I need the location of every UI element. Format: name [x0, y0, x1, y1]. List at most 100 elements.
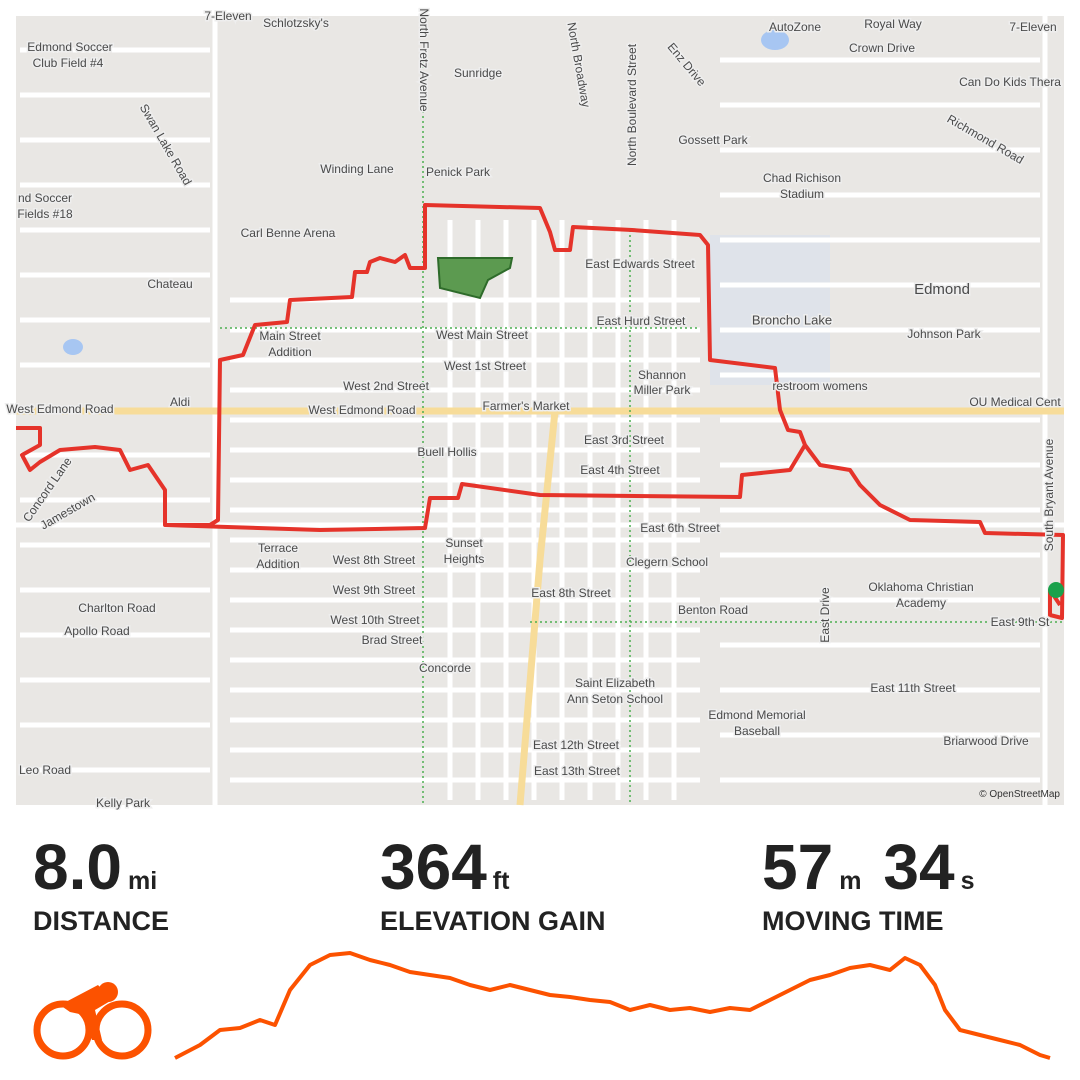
map-label: Buell Hollis	[417, 445, 476, 459]
map-label: East Drive	[818, 587, 832, 643]
map-label: Leo Road	[19, 763, 71, 777]
map-label: Aldi	[170, 395, 190, 409]
stat-unit: m	[839, 867, 862, 895]
map-label: Clegern School	[626, 555, 708, 569]
map-label: Can Do Kids Thera	[959, 75, 1061, 89]
map-label: Chad Richison	[763, 171, 841, 185]
map-label: Apollo Road	[64, 624, 129, 638]
route	[16, 203, 1065, 620]
map-label: Edmond Soccer	[27, 40, 112, 54]
map-label: Broncho Lake	[752, 312, 832, 327]
stat-number: 8.0	[33, 831, 122, 903]
map-label: Miller Park	[634, 383, 692, 397]
map-label: East Edwards Street	[585, 257, 695, 271]
streets	[16, 16, 1064, 805]
stat-label: DISTANCE	[33, 906, 170, 936]
stat-unit: ft	[492, 867, 510, 895]
map-label: East 8th Street	[531, 586, 611, 600]
map-label: Concorde	[419, 661, 471, 675]
map-label: West 10th Street	[330, 613, 420, 627]
map-label: AutoZone	[769, 20, 821, 34]
map-label: Carl Benne Arena	[241, 226, 336, 240]
map-label: West 1st Street	[444, 359, 526, 373]
map-label: Fields #18	[17, 207, 73, 221]
map-label: Royal Way	[864, 17, 922, 31]
map-label: Sunridge	[454, 66, 502, 80]
map-label: West 9th Street	[333, 583, 416, 597]
map-label: Chateau	[147, 277, 192, 291]
map-label: Addition	[268, 345, 311, 359]
trails	[220, 16, 1064, 805]
lake	[63, 339, 83, 355]
stat-number: 34	[883, 831, 955, 903]
stat-unit: s	[960, 867, 975, 895]
map-label: Briarwood Drive	[943, 734, 1029, 748]
map-label: Crown Drive	[849, 41, 915, 55]
map-label: Gossett Park	[678, 133, 748, 147]
bike-icon	[33, 1000, 152, 1060]
map-label: OU Medical Cent	[969, 395, 1061, 409]
map-label: Brad Street	[362, 633, 423, 647]
map-label: 7-Eleven	[204, 9, 251, 23]
map-label: East 11th Street	[870, 681, 956, 695]
map-label: Edmond	[914, 281, 970, 298]
road	[516, 410, 559, 806]
stat: 8.0 mi DISTANCE	[33, 830, 179, 937]
lake	[761, 30, 789, 50]
map-label: East 13th Street	[534, 764, 621, 778]
map-label: Edmond Memorial	[708, 708, 805, 722]
major-roads	[16, 407, 1064, 806]
map-label: East 9th St	[991, 615, 1050, 629]
map-label: Ann Seton School	[567, 692, 663, 706]
start-marker	[1048, 582, 1064, 598]
map-label: North Boulevard Street	[625, 43, 639, 166]
map-labels: 7-Eleven Schlotzsky's Edmond Soccer Club Fi…	[5, 7, 1063, 810]
map-label: Heights	[444, 552, 485, 566]
map-label: Club Field #4	[33, 56, 104, 70]
stat-number: 364	[380, 831, 487, 903]
map-label: West Edmond Road	[308, 403, 415, 417]
map-label: Schlotzsky's	[263, 16, 329, 30]
map-label: West Main Street	[436, 328, 528, 342]
attribution: © OpenStreetMap	[979, 789, 1060, 800]
map-label: West 8th Street	[333, 553, 416, 567]
map-label: North Fretz Avenue	[417, 8, 431, 111]
campus	[710, 235, 830, 385]
map-label: East 4th Street	[580, 463, 660, 477]
map-label: East 6th Street	[640, 521, 720, 535]
map-label: South Bryant Avenue	[1042, 438, 1056, 551]
map-label: Terrace	[258, 541, 298, 555]
map-label: East 3rd Street	[584, 433, 665, 447]
stat-value: 364 ft	[380, 830, 606, 904]
stat: 57 m 34 s MOVING TIME	[762, 830, 997, 937]
stat-unit: mi	[127, 867, 158, 895]
map-label: Oklahoma Christian	[868, 580, 973, 594]
map: 7-Eleven Schlotzsky's Edmond Soccer Club Fi…	[5, 7, 1065, 810]
rider	[60, 982, 118, 1040]
map-label: nd Soccer	[18, 191, 72, 205]
map-label: Benton Road	[678, 603, 748, 617]
map-label: Addition	[256, 557, 299, 571]
stat-number: 57	[762, 831, 834, 903]
stat-label: ELEVATION GAIN	[380, 906, 606, 936]
map-label: Charlton Road	[78, 601, 155, 615]
map-label: East 12th Street	[533, 738, 620, 752]
map-label: Winding Lane	[320, 162, 394, 176]
map-label: Sunset	[445, 536, 483, 550]
map-label: Main Street	[259, 329, 321, 343]
map-label: Stadium	[780, 187, 824, 201]
map-label: 7-Eleven	[1009, 20, 1056, 34]
map-label: West 2nd Street	[343, 379, 429, 393]
stat: 364 ft ELEVATION GAIN	[380, 830, 606, 937]
stat-label: MOVING TIME	[762, 906, 944, 936]
map-label: restroom womens	[772, 379, 867, 393]
map-label: Penick Park	[426, 165, 491, 179]
map-label: Academy	[896, 596, 946, 610]
map-label: Johnson Park	[907, 327, 981, 341]
stat-value: 57 m 34 s	[762, 830, 997, 904]
map-label: East Hurd Street	[597, 314, 686, 328]
elevation-profile	[174, 951, 1051, 1060]
map-label: Kelly Park	[96, 796, 151, 810]
map-label: Baseball	[734, 724, 780, 738]
map-label: Farmer's Market	[483, 399, 571, 413]
